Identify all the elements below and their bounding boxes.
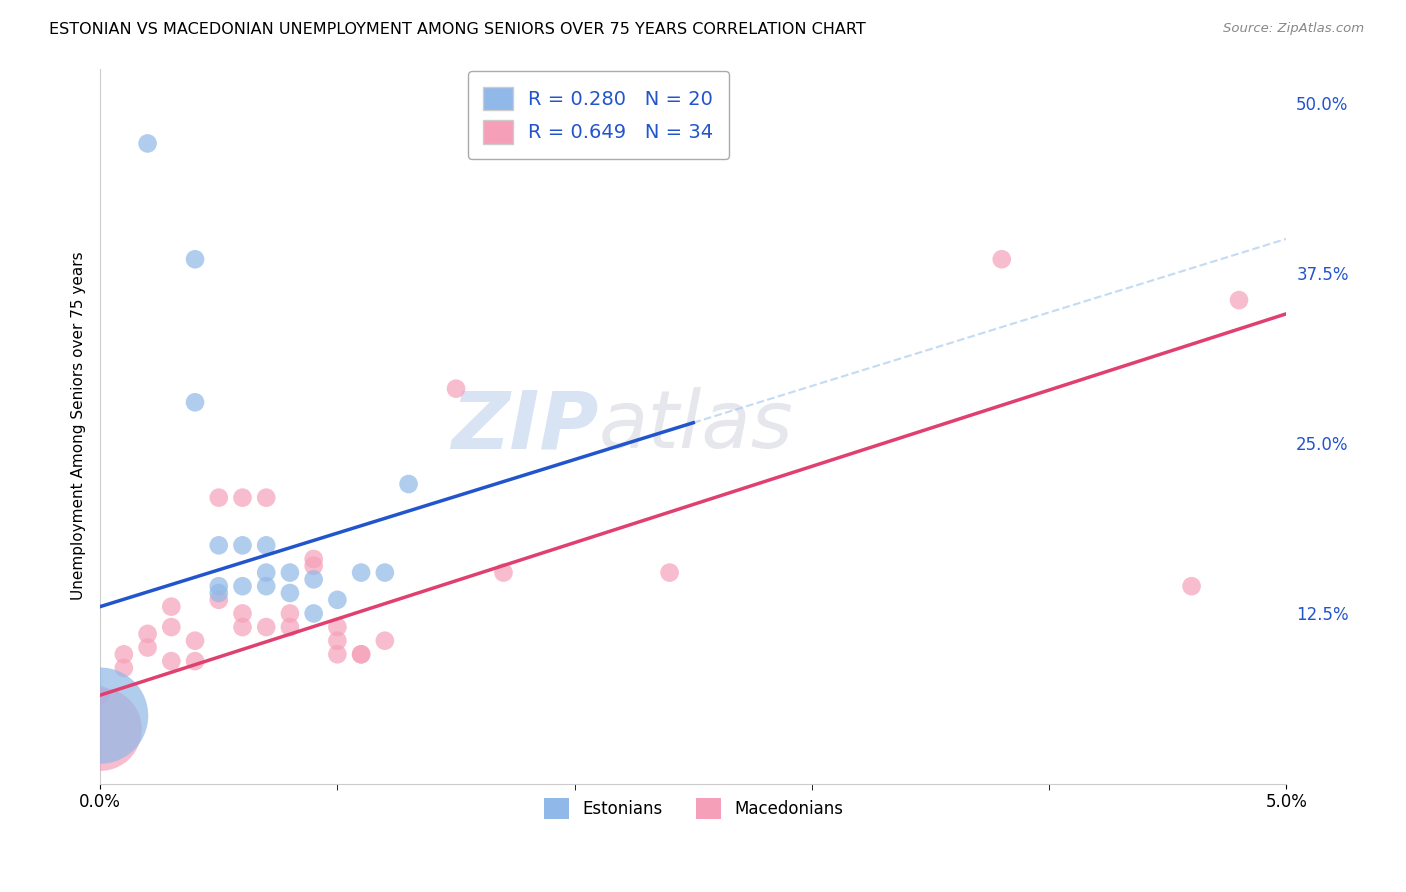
Point <box>398 477 420 491</box>
Point <box>231 607 253 621</box>
Point <box>231 620 253 634</box>
Point <box>374 566 396 580</box>
Point <box>492 566 515 580</box>
Point <box>184 654 207 668</box>
Y-axis label: Unemployment Among Seniors over 75 years: Unemployment Among Seniors over 75 years <box>72 252 86 600</box>
Point <box>350 648 373 662</box>
Point <box>112 661 135 675</box>
Point <box>184 395 207 409</box>
Point <box>208 592 231 607</box>
Point <box>112 648 135 662</box>
Point <box>136 640 159 655</box>
Point <box>658 566 681 580</box>
Point <box>184 252 207 267</box>
Point <box>278 566 301 580</box>
Point <box>89 688 111 702</box>
Point <box>160 599 183 614</box>
Point <box>350 648 373 662</box>
Point <box>160 620 183 634</box>
Point <box>1180 579 1202 593</box>
Point <box>278 607 301 621</box>
Point <box>302 607 325 621</box>
Point <box>254 620 277 634</box>
Point <box>326 620 349 634</box>
Point <box>208 579 231 593</box>
Point <box>350 566 373 580</box>
Point <box>302 558 325 573</box>
Point <box>89 723 111 737</box>
Point <box>302 552 325 566</box>
Text: ZIP: ZIP <box>451 387 599 465</box>
Point <box>374 633 396 648</box>
Point <box>278 620 301 634</box>
Point <box>136 627 159 641</box>
Point <box>231 538 253 552</box>
Point <box>278 586 301 600</box>
Point <box>302 573 325 587</box>
Point <box>231 579 253 593</box>
Point <box>254 491 277 505</box>
Legend: Estonians, Macedonians: Estonians, Macedonians <box>537 792 849 825</box>
Point <box>184 633 207 648</box>
Point <box>990 252 1012 267</box>
Point <box>160 654 183 668</box>
Point <box>254 538 277 552</box>
Point <box>1227 293 1250 307</box>
Point <box>208 586 231 600</box>
Point <box>326 592 349 607</box>
Point <box>136 136 159 151</box>
Point <box>326 633 349 648</box>
Point <box>444 382 467 396</box>
Point <box>208 491 231 505</box>
Point <box>231 491 253 505</box>
Point <box>254 579 277 593</box>
Text: atlas: atlas <box>599 387 793 465</box>
Point <box>89 708 111 723</box>
Point <box>326 648 349 662</box>
Point <box>208 538 231 552</box>
Point <box>254 566 277 580</box>
Text: ESTONIAN VS MACEDONIAN UNEMPLOYMENT AMONG SENIORS OVER 75 YEARS CORRELATION CHAR: ESTONIAN VS MACEDONIAN UNEMPLOYMENT AMON… <box>49 22 866 37</box>
Text: Source: ZipAtlas.com: Source: ZipAtlas.com <box>1223 22 1364 36</box>
